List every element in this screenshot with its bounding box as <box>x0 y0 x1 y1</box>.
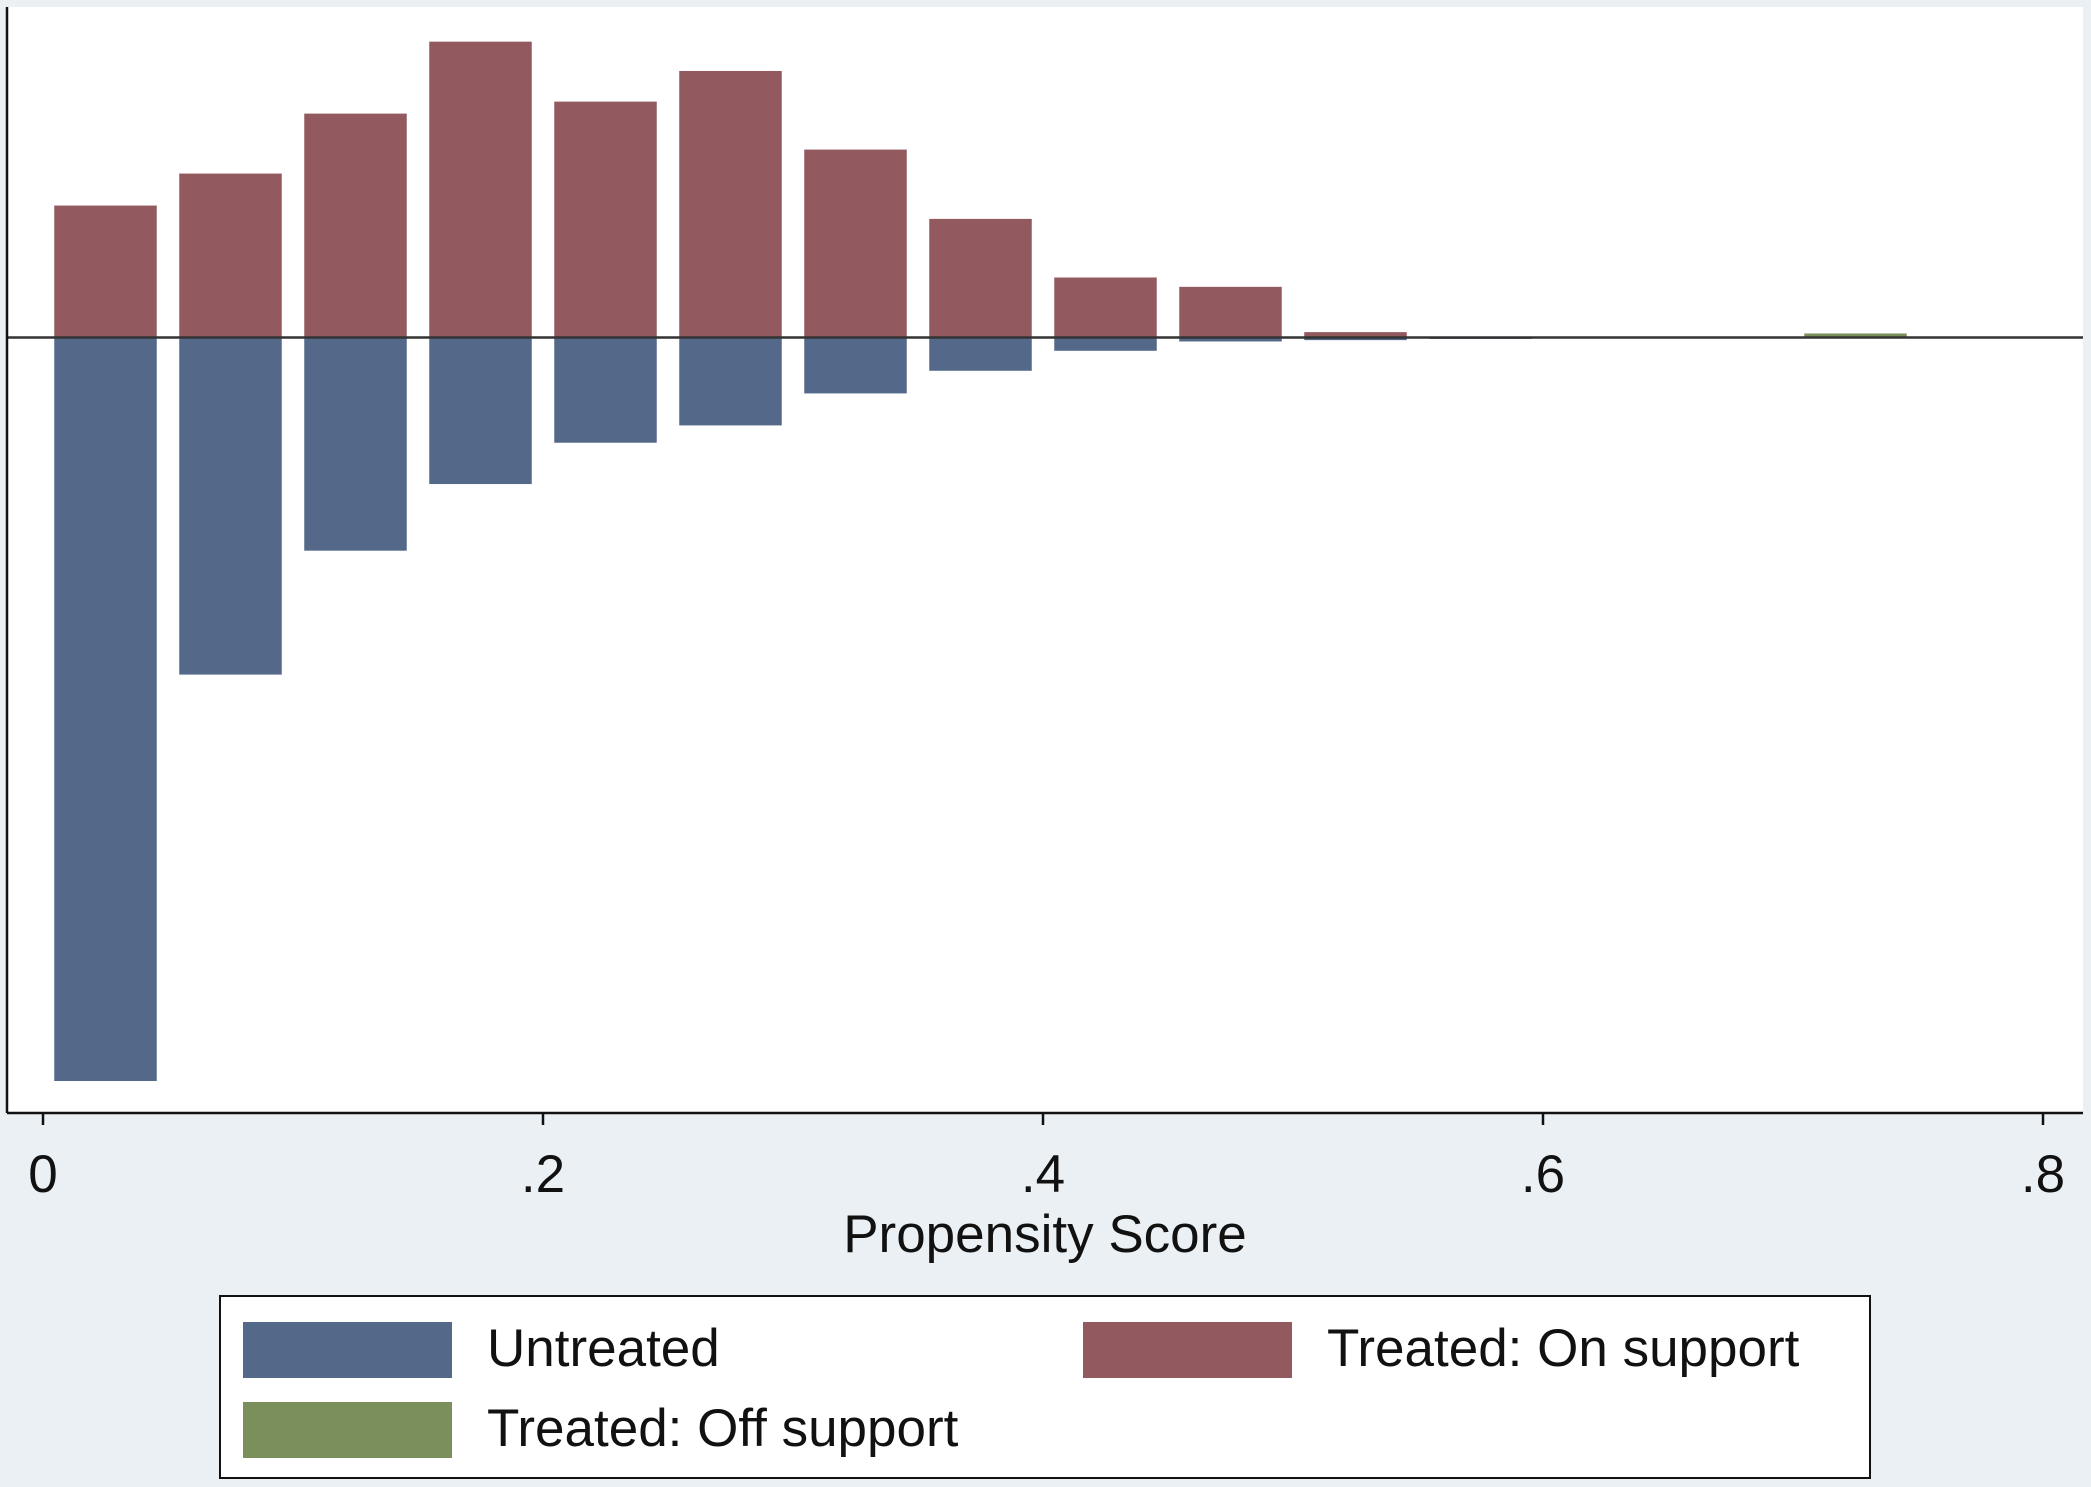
bar <box>679 70 782 338</box>
x-axis-label: Propensity Score <box>843 1205 1247 1264</box>
bar <box>54 337 157 1082</box>
bar <box>1804 333 1907 338</box>
bar <box>804 337 907 394</box>
legend-swatch <box>1083 1322 1292 1378</box>
legend-box <box>219 1295 1871 1479</box>
bar <box>929 337 1032 371</box>
bar <box>554 337 657 443</box>
x-tick-label: .4 <box>1021 1145 1065 1204</box>
bar <box>1054 337 1157 351</box>
bar <box>429 41 532 338</box>
bar <box>54 205 157 338</box>
bar <box>1179 286 1282 338</box>
bar <box>804 149 907 338</box>
bar <box>554 101 657 338</box>
bar <box>304 337 407 551</box>
x-tick-label: 0 <box>28 1145 57 1204</box>
bar <box>929 218 1032 338</box>
legend-swatch <box>243 1402 452 1458</box>
legend-swatch <box>243 1322 452 1378</box>
x-tick-label: .8 <box>2021 1145 2065 1204</box>
bar <box>1304 337 1407 341</box>
x-tick-label: .2 <box>521 1145 565 1204</box>
bar <box>429 337 532 485</box>
legend-label: Untreated <box>487 1319 720 1378</box>
bar <box>179 337 282 675</box>
x-tick-label: .6 <box>1521 1145 1565 1204</box>
bar <box>1304 332 1407 338</box>
bar <box>679 337 782 426</box>
bar <box>179 173 282 338</box>
legend-label: Treated: Off support <box>487 1399 959 1458</box>
bar <box>1054 277 1157 338</box>
legend-label: Treated: On support <box>1327 1319 1800 1378</box>
bar <box>1179 337 1282 342</box>
bar <box>304 113 407 338</box>
